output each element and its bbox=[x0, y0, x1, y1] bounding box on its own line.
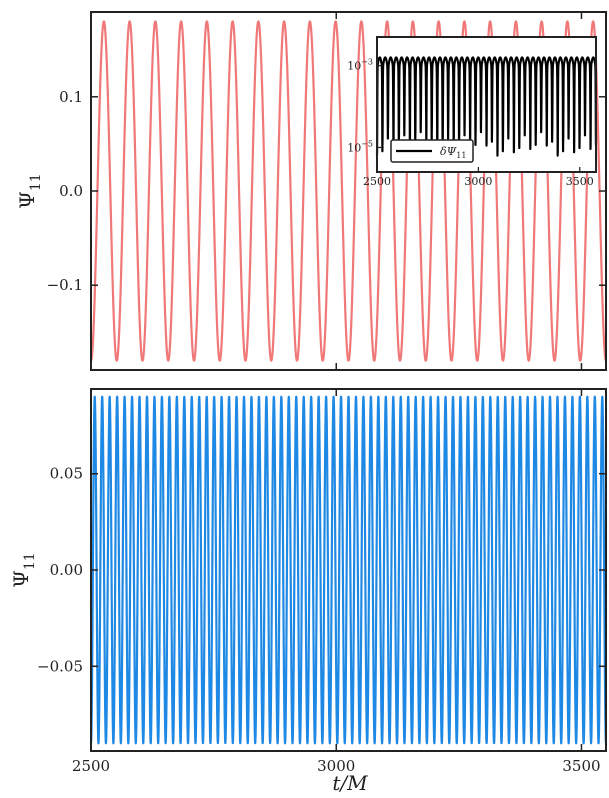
inset-plot-frame bbox=[376, 36, 597, 173]
top-ytick-label: −0.1 bbox=[47, 276, 83, 294]
bottom-xtick-label: 3500 bbox=[562, 757, 600, 775]
inset-legend: δΨ11 bbox=[390, 139, 474, 163]
top-ylabel: Ψ11 bbox=[15, 173, 44, 208]
bottom-ytick-label: 0.05 bbox=[50, 465, 83, 483]
inset-panel: 2500 3000 3500 10−3 10−5 δΨ11 bbox=[347, 36, 598, 188]
inset-legend-label: δΨ11 bbox=[440, 145, 466, 160]
bottom-panel: −0.05 0.00 0.05 2500 3000 3500 Ψ11 t/M bbox=[9, 388, 608, 795]
bottom-xlabel: t/M bbox=[332, 771, 368, 795]
bottom-xtick-label: 2500 bbox=[72, 757, 110, 775]
bottom-ylabel: Ψ11 bbox=[9, 552, 38, 587]
bottom-ticks: −0.05 0.00 0.05 2500 3000 3500 bbox=[37, 389, 606, 775]
bottom-xtick-label: 3000 bbox=[317, 757, 355, 775]
inset-ytick-label: 10−3 bbox=[347, 58, 373, 73]
top-ytick-label: 0.0 bbox=[59, 182, 83, 200]
top-ytick-label: 0.1 bbox=[59, 88, 83, 106]
inset-series-line bbox=[375, 56, 598, 157]
bottom-ytick-label: 0.00 bbox=[50, 561, 83, 579]
inset-xtick-label: 3500 bbox=[566, 175, 594, 188]
top-ticks: −0.1 0.0 0.1 bbox=[47, 12, 606, 370]
inset-xtick-label: 3000 bbox=[464, 175, 492, 188]
inset-ytick-label: 10−5 bbox=[347, 139, 373, 154]
inset-ticks: 2500 3000 3500 10−3 10−5 bbox=[347, 58, 594, 188]
bottom-series-line bbox=[89, 395, 608, 745]
bottom-ytick-label: −0.05 bbox=[37, 657, 83, 675]
inset-xtick-label: 2500 bbox=[363, 175, 391, 188]
